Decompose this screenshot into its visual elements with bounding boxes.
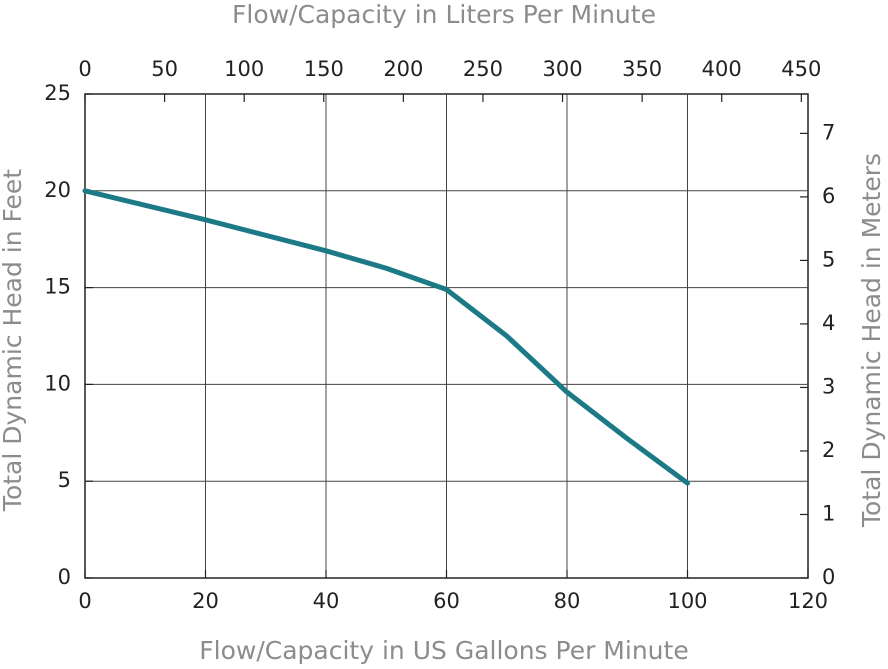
y-tick-label: 5 (58, 468, 71, 492)
y-tick-label: 25 (44, 81, 71, 105)
y2-tick-label: 7 (822, 120, 835, 144)
x2-tick-label: 450 (781, 57, 821, 81)
x-tick-label: 40 (313, 589, 340, 613)
x2-tick-label: 100 (224, 57, 264, 81)
y-axis-title: Total Dynamic Head in Feet (0, 169, 27, 512)
y2-tick-label: 1 (822, 501, 835, 525)
y-tick-label: 15 (44, 275, 71, 299)
x-tick-label: 20 (192, 589, 219, 613)
x2-tick-label: 350 (622, 57, 662, 81)
y2-tick-label: 4 (822, 311, 835, 335)
y-tick-label: 10 (44, 371, 71, 395)
y2-tick-label: 6 (822, 184, 835, 208)
x2-tick-label: 300 (542, 57, 582, 81)
x2-tick-label: 400 (702, 57, 742, 81)
data-line (82, 188, 690, 486)
y2-tick-label: 2 (822, 438, 835, 462)
y-tick-label: 20 (44, 178, 71, 202)
x2-tick-label: 150 (304, 57, 344, 81)
y2-tick-label: 5 (822, 247, 835, 271)
y2-tick-label: 0 (822, 565, 835, 589)
x2-tick-label: 0 (78, 57, 91, 81)
x-tick-label: 120 (788, 589, 828, 613)
x2-tick-label: 50 (151, 57, 178, 81)
x2-axis-title: Flow/Capacity in Liters Per Minute (232, 0, 656, 29)
x-tick-label: 100 (667, 589, 707, 613)
x-tick-label: 80 (554, 589, 581, 613)
y2-axis-title: Total Dynamic Head in Meters (857, 153, 886, 528)
x-tick-label: 60 (433, 589, 460, 613)
x-axis-title: Flow/Capacity in US Gallons Per Minute (199, 636, 688, 665)
x2-tick-label: 200 (383, 57, 423, 81)
y-tick-label: 0 (58, 565, 71, 589)
y2-tick-label: 3 (822, 374, 835, 398)
x2-tick-label: 250 (463, 57, 503, 81)
x-tick-label: 0 (78, 589, 91, 613)
